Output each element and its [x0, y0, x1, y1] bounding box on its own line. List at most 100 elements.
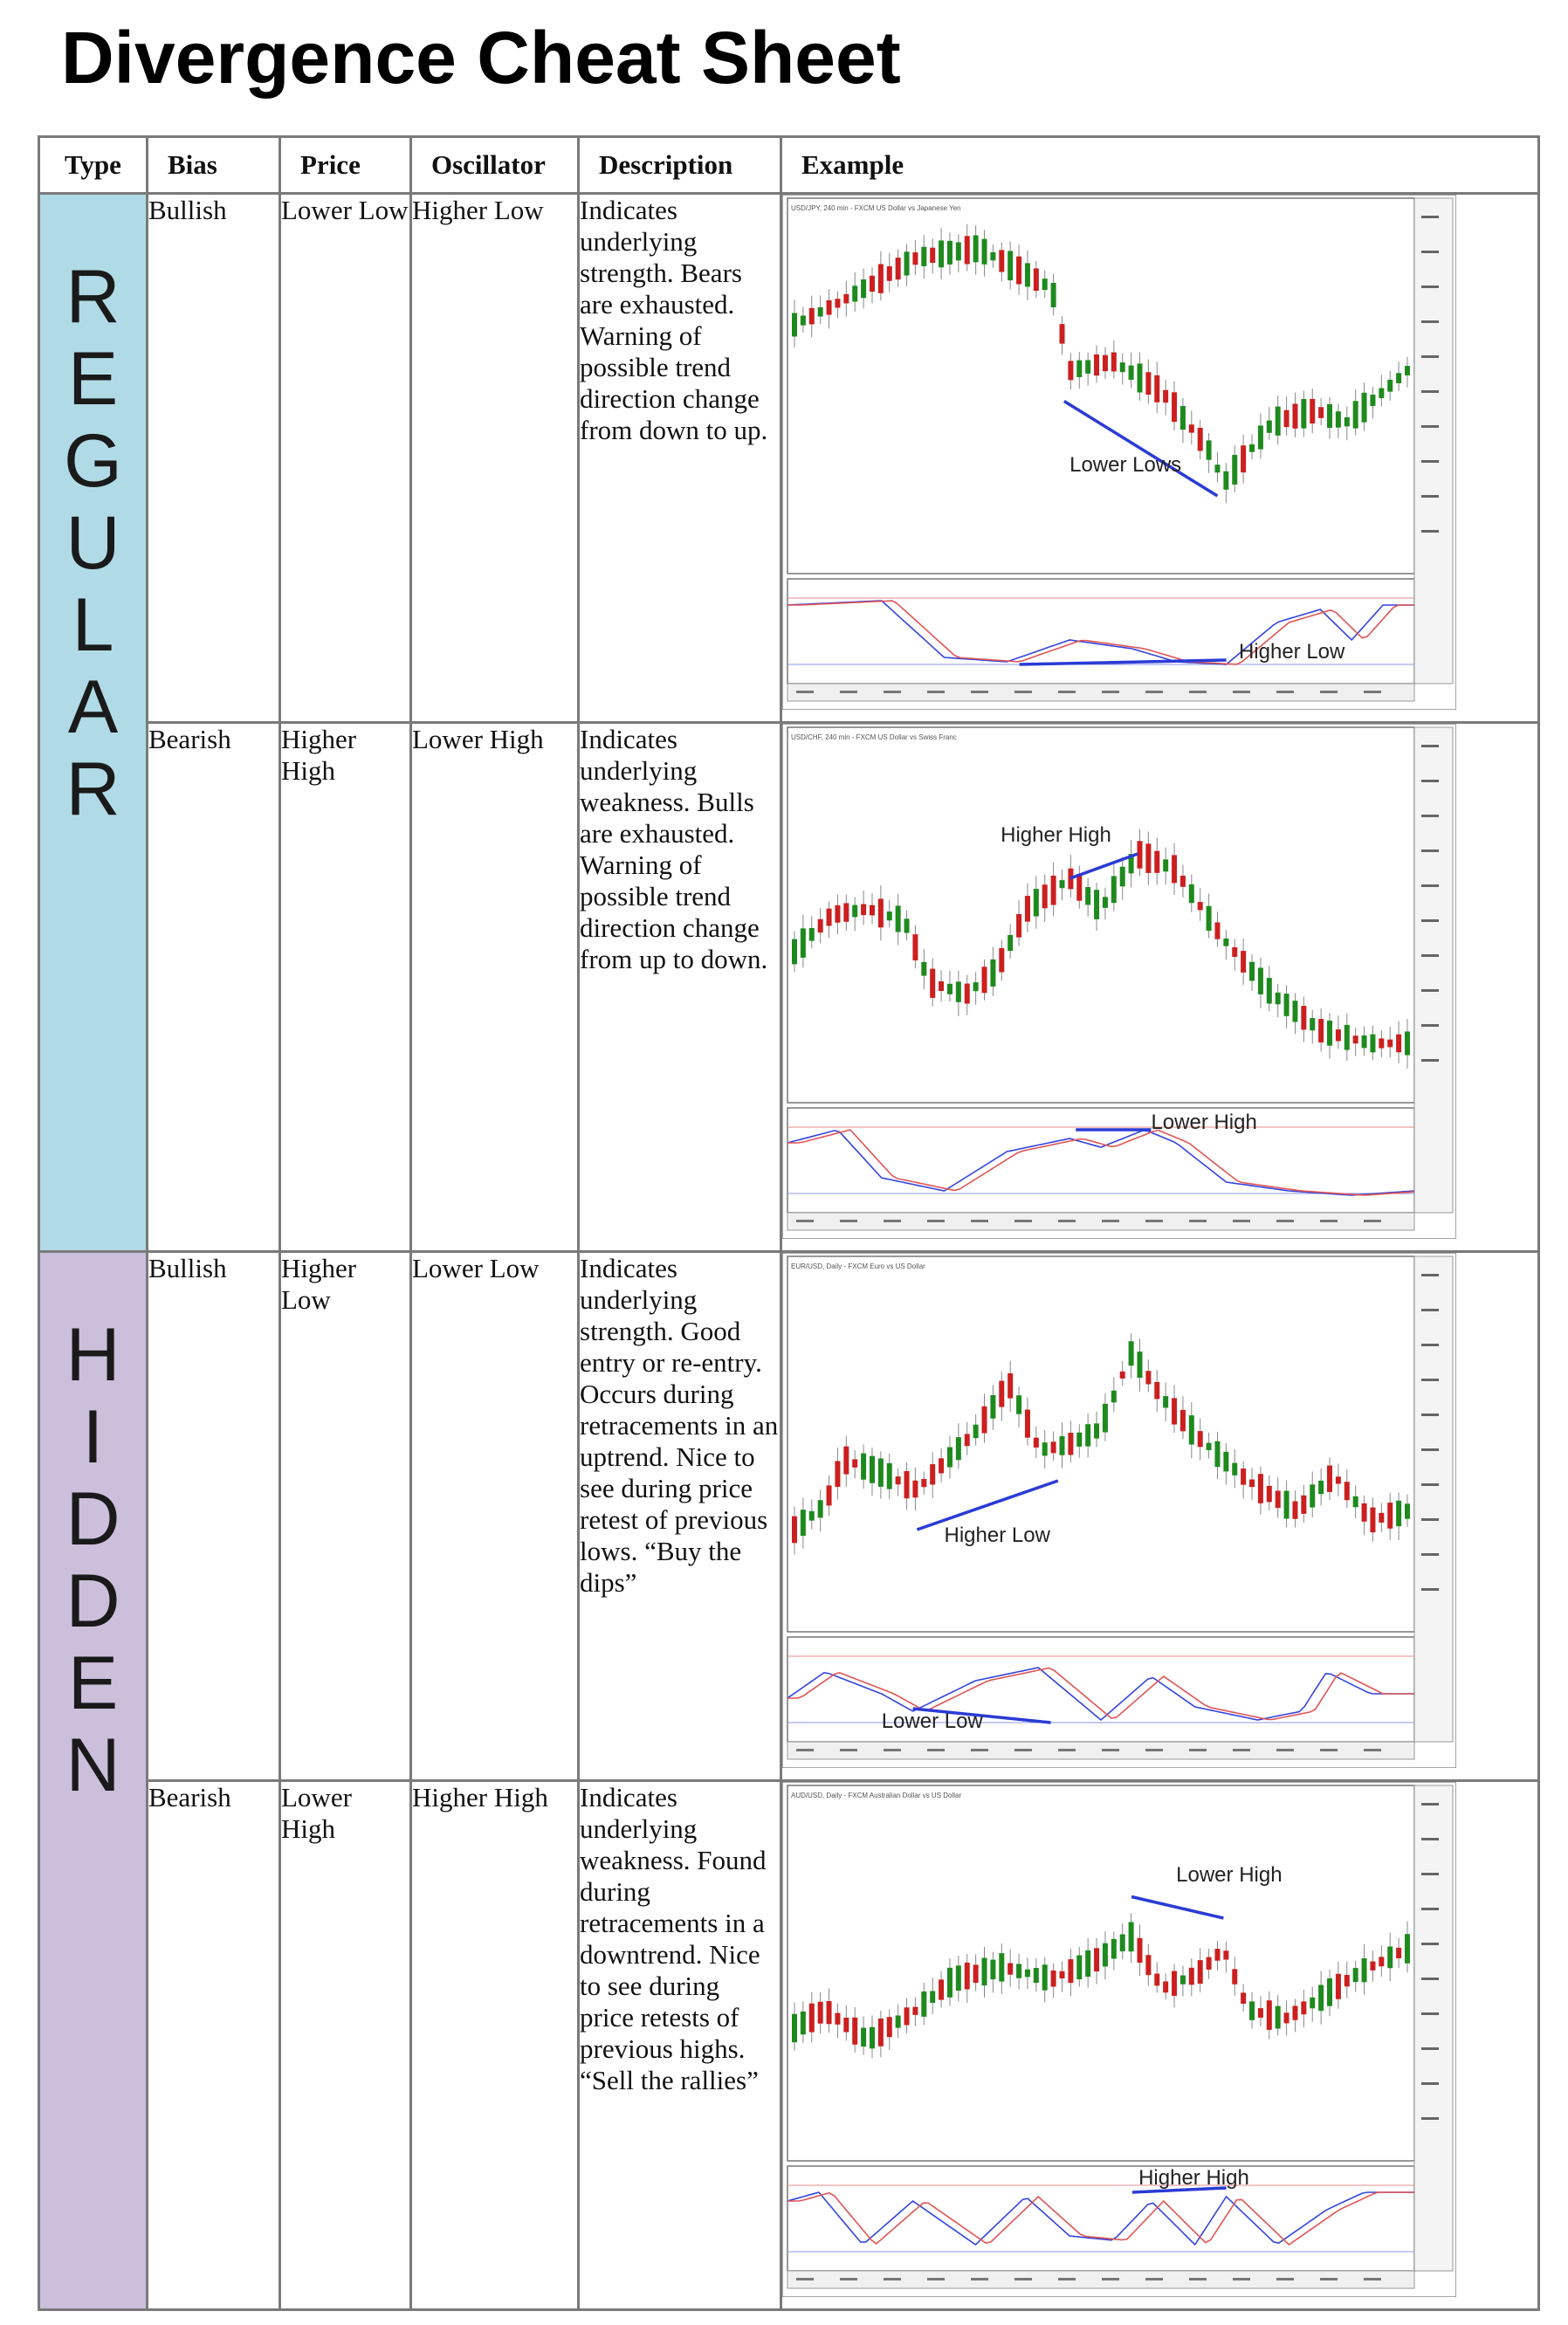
candle [1232, 1969, 1238, 1985]
candle [1163, 389, 1169, 403]
candle [1137, 841, 1143, 869]
candle [1292, 403, 1298, 429]
candle [964, 1434, 970, 1447]
candle [1241, 1468, 1247, 1485]
candle [869, 1455, 875, 1483]
type-letter: R [65, 747, 120, 831]
candle [1128, 1922, 1134, 1952]
price-annotation: Lower Lows [1069, 453, 1181, 477]
candle [1379, 1957, 1385, 1967]
candle [990, 959, 996, 987]
type-letter: G [64, 419, 122, 503]
candle [1102, 897, 1108, 908]
candle [1016, 256, 1022, 285]
candle [800, 315, 806, 326]
candle [1327, 1978, 1333, 2006]
candle [1249, 1479, 1255, 1488]
price-divergence-line [916, 1479, 1059, 1531]
oscillator-cell: Higher Low [409, 192, 580, 724]
oscillator-annotation: Lower Low [882, 1709, 984, 1733]
type-letter: D [65, 1559, 120, 1643]
candle [1232, 946, 1238, 957]
candle [1223, 938, 1229, 946]
candle [1024, 263, 1030, 287]
candle [1094, 890, 1100, 919]
type-letter: D [65, 1477, 120, 1561]
example-chart: USD/CHF, 240 min - FXCM US Dollar vs Swi… [782, 724, 1456, 1239]
candle [835, 2012, 841, 2025]
candle [1163, 859, 1169, 872]
candle [1068, 1433, 1074, 1455]
candle [1301, 1495, 1307, 1514]
candle [1111, 876, 1117, 904]
candle [1327, 1465, 1333, 1492]
candle [861, 904, 867, 916]
candle [1214, 464, 1221, 473]
candle [1111, 1938, 1117, 1959]
candle [1405, 366, 1410, 375]
candle [1396, 1500, 1402, 1527]
oscillator-divergence-line [912, 1707, 1051, 1724]
bias-cell: Bearish [146, 1779, 281, 2311]
candle [1085, 1950, 1091, 1978]
candle [946, 983, 952, 994]
oscillator-line [787, 2191, 1414, 2246]
candle [843, 293, 849, 304]
candle [1085, 360, 1091, 374]
candle [792, 2013, 797, 2043]
candle [852, 2017, 858, 2045]
candle [886, 911, 892, 921]
chart-title: USD/JPY, 240 min - FXCM US Dollar vs Jap… [791, 204, 961, 212]
candle [835, 905, 841, 923]
candle [1042, 279, 1048, 291]
candle [964, 236, 970, 265]
candle [1223, 1950, 1229, 1960]
type-letter: H [65, 1313, 120, 1397]
candle [981, 1957, 987, 1986]
type-letter: L [72, 583, 114, 667]
candle [1327, 403, 1333, 429]
candle [1172, 1971, 1178, 1996]
candle [1197, 427, 1203, 451]
candle [1137, 1937, 1143, 1964]
candle [1050, 1441, 1056, 1454]
candle [921, 1478, 927, 1488]
candle [1405, 1934, 1410, 1964]
candle [1024, 1969, 1030, 1978]
candle [1249, 961, 1255, 981]
candle [964, 1962, 970, 1990]
type-letter: A [67, 665, 119, 749]
candle [852, 1459, 858, 1468]
candle [921, 961, 927, 976]
candle [1232, 455, 1238, 485]
candle [1145, 372, 1152, 396]
candle [1241, 951, 1247, 973]
candle [1050, 875, 1056, 905]
candle [1327, 1020, 1333, 1046]
type-letter: E [67, 1641, 119, 1725]
candle [852, 905, 858, 918]
candle [895, 1476, 901, 1485]
example-chart: USD/JPY, 240 min - FXCM US Dollar vs Jap… [782, 195, 1456, 710]
candle [1301, 1006, 1307, 1030]
candle [1206, 440, 1212, 460]
candle [808, 927, 815, 941]
oscillator-line [787, 600, 1414, 665]
candle [1335, 411, 1341, 428]
candle [990, 1394, 996, 1419]
candle [1197, 902, 1203, 911]
candle [1016, 913, 1022, 938]
candle [1257, 1474, 1263, 1503]
type-letter: R [65, 255, 120, 339]
candle [1085, 1424, 1091, 1447]
candle [869, 905, 875, 916]
header-example: Example [780, 135, 1540, 195]
price-cell: Lower Low [279, 192, 412, 724]
price-divergence-line [1063, 400, 1219, 498]
candle [835, 1461, 841, 1488]
candle [1163, 1396, 1169, 1408]
type-letter: U [65, 501, 120, 585]
candle [826, 299, 832, 315]
